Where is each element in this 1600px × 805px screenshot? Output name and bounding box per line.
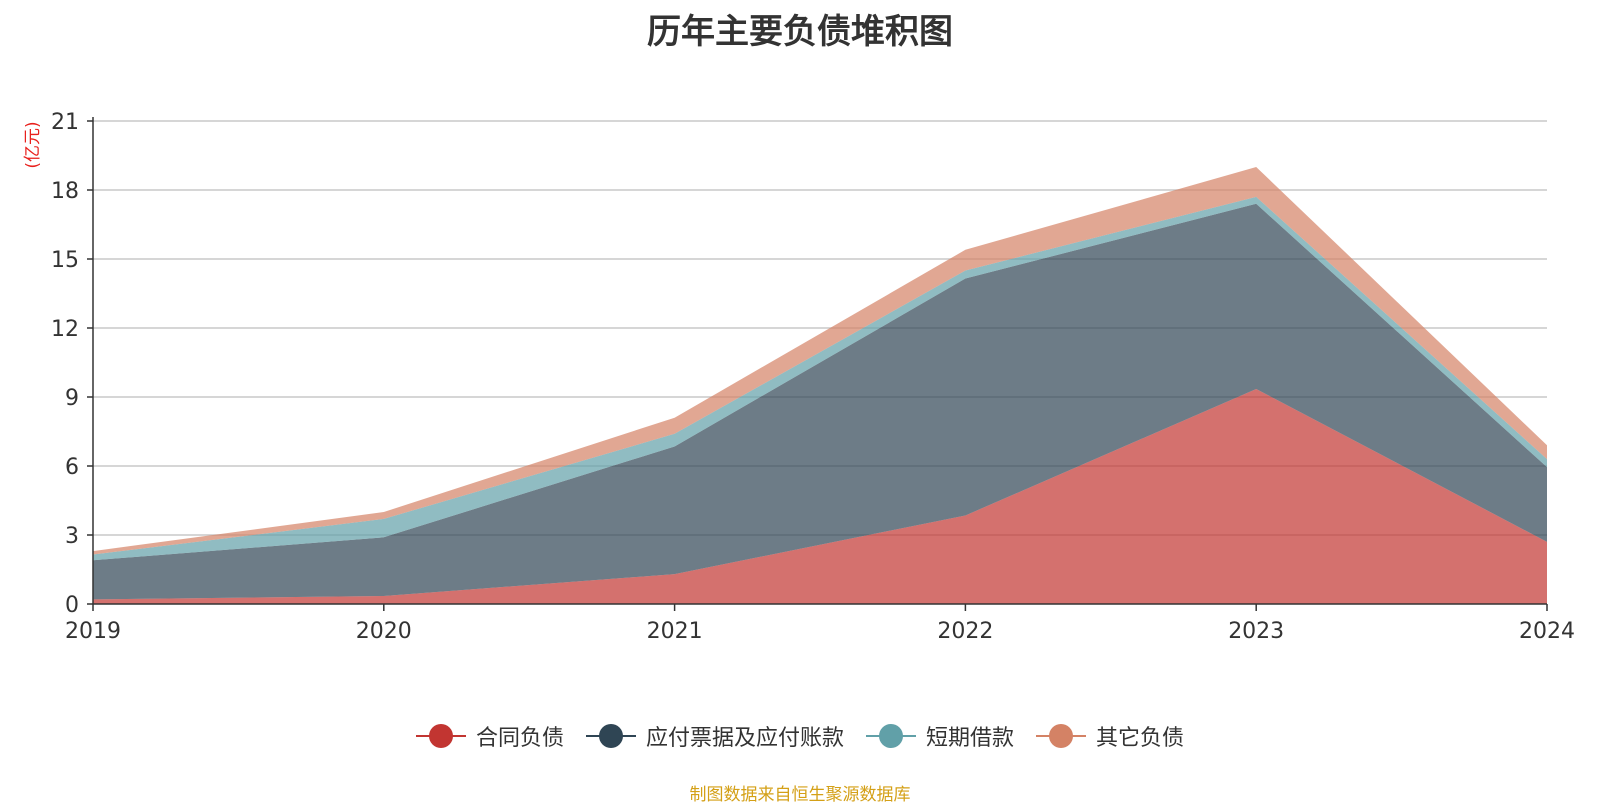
chart-title: 历年主要负债堆积图 bbox=[647, 12, 953, 52]
legend: 合同负债 应付票据及应付账款 短期借款 其它负债 bbox=[0, 720, 1600, 752]
y-tick-label: 15 bbox=[51, 248, 79, 273]
x-tick-label: 2021 bbox=[647, 619, 703, 644]
source-note: 制图数据来自恒生聚源数据库 bbox=[689, 785, 911, 805]
axes: 0 3 6 9 12 15 18 21 2019 2020 2021 2022 2023 2024 bbox=[51, 110, 1575, 644]
legend-label: 应付票据及应付账款 bbox=[645, 726, 844, 751]
x-tick-label: 2024 bbox=[1519, 619, 1575, 644]
y-tick-label: 12 bbox=[51, 317, 79, 342]
stacked-areas bbox=[93, 167, 1547, 604]
x-tick-label: 2019 bbox=[65, 619, 121, 644]
legend-label: 合同负债 bbox=[475, 726, 564, 751]
x-tick-label: 2023 bbox=[1228, 619, 1284, 644]
legend-label: 其它负债 bbox=[1096, 726, 1185, 751]
area-series-0[interactable] bbox=[93, 388, 1547, 604]
y-tick-label: 3 bbox=[65, 524, 79, 549]
legend-marker-icon bbox=[1036, 723, 1087, 749]
legend-item-3[interactable]: 其它负债 bbox=[1036, 720, 1184, 752]
y-tick-label: 0 bbox=[65, 593, 79, 618]
y-tick-label: 21 bbox=[51, 110, 79, 135]
legend-item-1[interactable]: 应付票据及应付账款 bbox=[585, 720, 844, 752]
legend-item-2[interactable]: 短期借款 bbox=[866, 720, 1014, 752]
legend-marker-icon bbox=[866, 723, 916, 749]
legend-item-0[interactable]: 合同负债 bbox=[415, 720, 564, 752]
x-tick-label: 2022 bbox=[937, 619, 993, 644]
x-tick-label: 2020 bbox=[356, 619, 412, 644]
y-tick-label: 18 bbox=[51, 179, 79, 204]
area-series-1[interactable] bbox=[93, 203, 1547, 600]
y-axis-unit-label: (亿元) bbox=[23, 121, 43, 168]
legend-label: 短期借款 bbox=[926, 726, 1015, 751]
y-tick-label: 9 bbox=[65, 386, 79, 411]
y-tick-label: 6 bbox=[65, 455, 79, 480]
legend-marker-icon bbox=[585, 723, 636, 749]
legend-marker-icon bbox=[415, 723, 466, 749]
